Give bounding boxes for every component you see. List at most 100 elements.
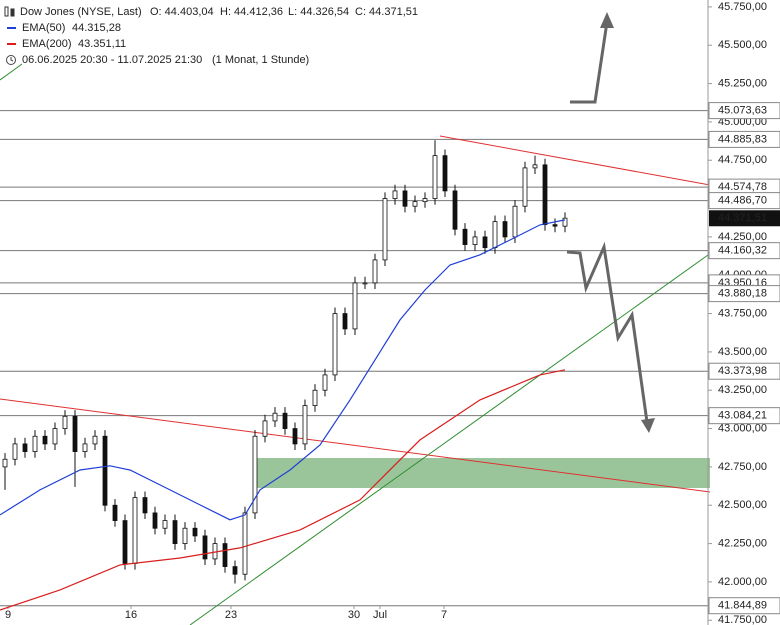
candle-body — [322, 374, 328, 391]
level-label: 41.844,89 — [718, 600, 767, 612]
candle-body — [272, 412, 278, 422]
candle-body — [382, 198, 388, 261]
candle-body — [302, 405, 308, 445]
candle-body — [452, 190, 458, 230]
candle-body — [512, 205, 518, 238]
candle-body — [72, 415, 78, 452]
level-label: 44.160,32 — [718, 245, 767, 257]
x-tick-label: 23 — [225, 609, 237, 621]
period: 06.06.2025 20:30 - 11.07.2025 21:30 — [22, 54, 202, 66]
candle-body — [492, 221, 498, 249]
y-tick-label: 43.500,00 — [718, 346, 767, 358]
candle-body — [42, 435, 48, 445]
legend-name: EMA(200) — [22, 38, 72, 50]
y-tick-label: 45.500,00 — [718, 39, 767, 51]
candle-body — [262, 420, 268, 437]
y-tick-label: 43.000,00 — [718, 422, 767, 434]
candle-body — [182, 527, 188, 544]
candle-body — [162, 520, 168, 529]
candle-body — [392, 190, 398, 199]
candle-body — [202, 535, 208, 560]
candle-body — [522, 167, 528, 207]
candle-body — [242, 512, 248, 575]
candle-body — [142, 497, 148, 514]
y-tick-label: 43.750,00 — [718, 307, 767, 319]
candle-body — [462, 228, 468, 245]
trend-line — [189, 254, 709, 625]
candle-icon — [10, 8, 15, 17]
arrow-head — [600, 12, 614, 28]
trend-line — [0, 398, 711, 493]
candle-body — [352, 282, 358, 330]
candle-body — [472, 236, 478, 245]
candle-body — [232, 566, 238, 575]
y-tick-label: 42.250,00 — [718, 537, 767, 549]
y-tick-label: 44.250,00 — [718, 231, 767, 243]
candle-body — [332, 313, 338, 376]
y-tick-label: 41.750,00 — [718, 614, 767, 625]
arrow — [570, 21, 609, 104]
arrow-head — [641, 418, 655, 433]
level-label-box — [708, 130, 780, 148]
candle-body — [482, 236, 488, 249]
legend-value: 44.315,28 — [72, 22, 121, 34]
candle-body — [412, 201, 418, 207]
candle-body — [32, 435, 38, 452]
trend-line — [0, 63, 23, 81]
candle-body — [542, 164, 548, 226]
legend-name: EMA(50) — [22, 22, 65, 34]
level-label: 43.084,21 — [718, 410, 767, 422]
candle-body — [292, 428, 298, 445]
level-label-box — [708, 242, 780, 260]
level-label: 44.574,78 — [718, 181, 767, 193]
y-tick-label: 45.250,00 — [718, 77, 767, 89]
candle-icon — [4, 6, 9, 17]
candle-body — [12, 443, 18, 460]
candle-body — [422, 198, 428, 203]
candle-body — [222, 543, 228, 567]
trend-line — [439, 135, 711, 186]
candle-body — [212, 543, 218, 560]
candle-body — [362, 282, 368, 285]
arrow — [566, 241, 649, 423]
candle-body — [562, 217, 568, 227]
level-label-box — [708, 192, 780, 210]
candle-body — [152, 512, 158, 529]
y-tick-label: 42.000,00 — [718, 576, 767, 588]
chart-title: Dow Jones (NYSE, Last) — [20, 6, 142, 18]
candle-body — [192, 527, 198, 537]
level-label-box — [708, 102, 780, 120]
candle-body — [532, 164, 538, 169]
ema-line — [0, 369, 566, 611]
y-tick-label: 42.500,00 — [718, 499, 767, 511]
candle-body — [172, 520, 178, 544]
x-tick-label: 9 — [5, 609, 11, 621]
y-tick-label: 45.750,00 — [718, 1, 767, 13]
candle-body — [102, 435, 108, 506]
level-label-box — [708, 597, 780, 615]
y-tick-label: 42.750,00 — [718, 461, 767, 473]
candle-body — [62, 415, 68, 429]
candle-body — [342, 313, 348, 330]
legend-value: 43.351,11 — [78, 38, 126, 50]
candle-body — [282, 412, 288, 429]
candle-body — [82, 443, 88, 452]
x-tick-label: 30 — [348, 609, 360, 621]
ema-line — [0, 219, 566, 521]
level-label: 45.073,63 — [718, 105, 767, 117]
level-label-box — [708, 362, 780, 380]
candle-body — [132, 497, 138, 564]
candle-body — [552, 224, 558, 227]
candle-body — [112, 504, 118, 521]
candle-body — [92, 435, 98, 445]
candle-body — [252, 435, 258, 514]
drawings — [0, 12, 711, 625]
x-tick-label: 16 — [125, 609, 137, 621]
current-price-label: 44.371,51 — [718, 212, 767, 224]
ohlc-label: O: 44.403,04 — [150, 6, 214, 18]
candle-body — [442, 155, 448, 192]
candle-body — [402, 190, 408, 207]
candle-body — [22, 443, 28, 452]
level-label-box — [708, 407, 780, 425]
level-label-box — [708, 285, 780, 303]
